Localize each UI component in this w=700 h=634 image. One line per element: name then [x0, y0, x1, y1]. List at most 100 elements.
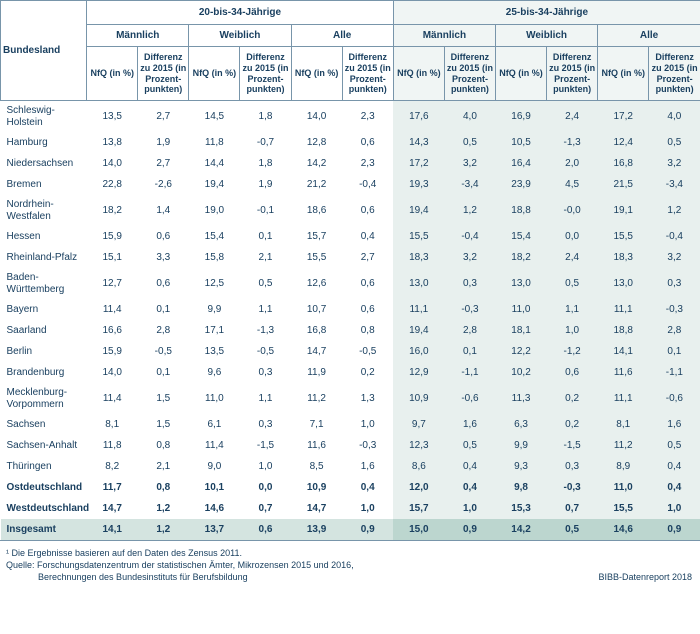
header-alle: Alle [598, 25, 700, 47]
cell-value: 0,9 [342, 519, 393, 540]
cell-value: 15,5 [598, 498, 649, 519]
cell-value: -1,3 [547, 132, 598, 153]
cell-value: 13,9 [291, 519, 342, 540]
cell-value: 7,1 [291, 414, 342, 435]
cell-value: 1,1 [547, 299, 598, 320]
cell-value: 0,6 [547, 362, 598, 383]
cell-value: 11,4 [87, 299, 138, 320]
cell-bundesland: Bremen [1, 174, 87, 195]
header-weiblich: Weiblich [189, 25, 291, 47]
cell-value: 11,8 [87, 435, 138, 456]
cell-bundesland: Rheinland-Pfalz [1, 247, 87, 268]
cell-value: 15,3 [495, 498, 546, 519]
table-row: Niedersachsen14,02,714,41,814,22,317,23,… [1, 153, 700, 174]
cell-value: 1,2 [444, 195, 495, 226]
cell-value: 14,3 [393, 132, 444, 153]
cell-value: 3,3 [138, 247, 189, 268]
cell-value: 12,5 [189, 268, 240, 299]
cell-value: 8,2 [87, 456, 138, 477]
cell-value: 0,7 [240, 498, 291, 519]
cell-value: 1,8 [240, 153, 291, 174]
cell-value: 8,1 [87, 414, 138, 435]
cell-bundesland: Brandenburg [1, 362, 87, 383]
cell-value: 14,1 [598, 341, 649, 362]
table-row: Thüringen8,22,19,01,08,51,68,60,49,30,38… [1, 456, 700, 477]
cell-bundesland: Ostdeutschland [1, 477, 87, 498]
cell-value: 0,1 [138, 362, 189, 383]
cell-value: 0,3 [444, 268, 495, 299]
cell-value: 0,8 [138, 477, 189, 498]
cell-value: 14,0 [291, 101, 342, 133]
cell-value: 0,3 [649, 268, 700, 299]
cell-value: -1,2 [547, 341, 598, 362]
cell-value: 9,9 [189, 299, 240, 320]
cell-value: 14,0 [87, 362, 138, 383]
cell-value: 0,5 [649, 132, 700, 153]
cell-value: 1,5 [138, 414, 189, 435]
cell-value: 8,5 [291, 456, 342, 477]
cell-value: 16,8 [598, 153, 649, 174]
table-row: Sachsen8,11,56,10,37,11,09,71,66,30,28,1… [1, 414, 700, 435]
cell-value: 21,5 [598, 174, 649, 195]
cell-value: 17,2 [393, 153, 444, 174]
cell-value: 1,5 [138, 383, 189, 414]
cell-bundesland: Insgesamt [1, 519, 87, 540]
cell-value: 13,0 [393, 268, 444, 299]
cell-value: 1,0 [342, 414, 393, 435]
cell-value: -3,4 [649, 174, 700, 195]
table-body: Schleswig-Holstein13,52,714,51,814,02,31… [1, 101, 700, 541]
cell-value: 16,0 [393, 341, 444, 362]
header-diff: Differenz zu 2015 (in Prozent-punkten) [138, 47, 189, 101]
cell-value: 2,7 [138, 101, 189, 133]
cell-value: 2,3 [342, 153, 393, 174]
cell-value: 11,4 [189, 435, 240, 456]
cell-value: 15,4 [189, 226, 240, 247]
header-maennlich: Männlich [87, 25, 189, 47]
cell-value: 2,4 [547, 101, 598, 133]
table-row: Westdeutschland14,71,214,60,714,71,015,7… [1, 498, 700, 519]
cell-value: 10,9 [291, 477, 342, 498]
cell-value: 10,9 [393, 383, 444, 414]
footnotes: ¹ Die Ergebnisse basieren auf den Daten … [0, 540, 700, 587]
cell-bundesland: Westdeutschland [1, 498, 87, 519]
cell-value: 15,7 [393, 498, 444, 519]
cell-value: 21,2 [291, 174, 342, 195]
cell-value: 1,2 [649, 195, 700, 226]
cell-value: 1,6 [444, 414, 495, 435]
cell-value: -0,3 [342, 435, 393, 456]
table-row: Bayern11,40,19,91,110,70,611,1-0,311,01,… [1, 299, 700, 320]
cell-value: 11,1 [598, 299, 649, 320]
cell-value: 19,1 [598, 195, 649, 226]
cell-value: 1,1 [240, 383, 291, 414]
cell-value: 18,1 [495, 320, 546, 341]
cell-value: 9,9 [495, 435, 546, 456]
cell-value: 0,6 [342, 299, 393, 320]
cell-value: -0,3 [547, 477, 598, 498]
cell-value: 0,6 [342, 195, 393, 226]
cell-value: 9,8 [495, 477, 546, 498]
cell-value: 0,4 [649, 477, 700, 498]
cell-value: 11,7 [87, 477, 138, 498]
cell-value: -1,5 [240, 435, 291, 456]
cell-value: 0,4 [342, 477, 393, 498]
cell-value: 10,1 [189, 477, 240, 498]
footnote-line: Berechnungen des Bundesinstituts für Ber… [6, 571, 694, 583]
cell-value: 11,0 [598, 477, 649, 498]
cell-value: 1,9 [138, 132, 189, 153]
cell-value: 4,0 [649, 101, 700, 133]
header-nfq: NfQ (in %) [393, 47, 444, 101]
cell-value: 0,9 [444, 519, 495, 540]
cell-value: 19,3 [393, 174, 444, 195]
cell-value: 19,4 [393, 195, 444, 226]
cell-value: 0,4 [444, 456, 495, 477]
cell-value: -0,4 [444, 226, 495, 247]
cell-value: 11,0 [189, 383, 240, 414]
cell-value: 0,3 [240, 362, 291, 383]
cell-value: 0,2 [547, 383, 598, 414]
cell-value: 0,8 [138, 435, 189, 456]
cell-value: 16,4 [495, 153, 546, 174]
cell-value: 0,6 [342, 268, 393, 299]
header-nfq: NfQ (in %) [87, 47, 138, 101]
cell-value: 0,6 [138, 268, 189, 299]
cell-bundesland: Niedersachsen [1, 153, 87, 174]
